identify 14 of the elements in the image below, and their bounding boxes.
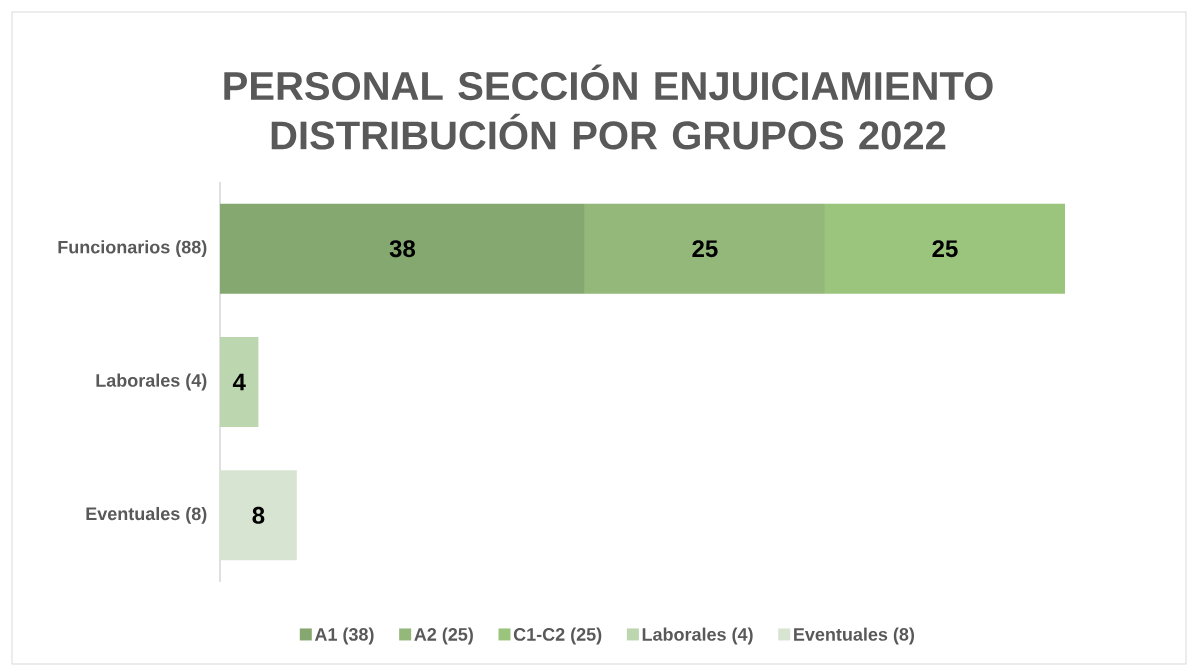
legend-label: Laborales (4): [642, 627, 753, 645]
legend-label: A2 (25): [414, 627, 473, 645]
y-tick-label: Funcionarios (88): [58, 240, 207, 258]
data-label: 8: [252, 506, 265, 524]
legend-label: Eventuales (8): [794, 627, 915, 645]
legend-label: C1-C2 (25): [513, 627, 602, 645]
legend-label: A1 (38): [314, 627, 374, 645]
y-tick-label: Eventuales (8): [86, 506, 207, 524]
data-label: 38: [389, 240, 416, 258]
chart-title: PERSONAL SECCIÓN ENJUICIAMIENTO DISTRIBUCIÓN POR GRUPOS 2022: [224, 64, 993, 150]
y-tick-label: Laborales (4): [96, 373, 207, 391]
data-label: 25: [692, 240, 718, 258]
data-label: 25: [932, 240, 958, 258]
data-label: 4: [232, 373, 246, 391]
